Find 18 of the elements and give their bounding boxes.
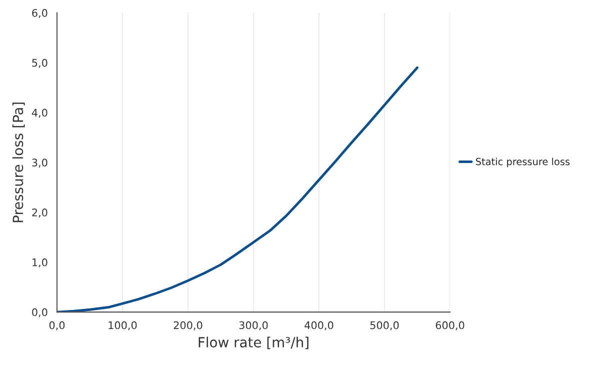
line-series <box>57 66 418 312</box>
y-tick-label: 4,0 <box>32 108 48 118</box>
y-tick-label: 0,0 <box>32 308 48 318</box>
x-tick-label: 200,0 <box>174 321 202 330</box>
x-axis-title: Flow rate [m³/h] <box>198 336 308 350</box>
x-tick-label: 100,0 <box>108 321 137 330</box>
x-tick-label: 400,0 <box>304 321 334 330</box>
x-tick-label: 0,0 <box>49 321 65 330</box>
y-tick-label: 3,0 <box>32 158 48 168</box>
y-tick-label: 6,0 <box>32 9 48 18</box>
x-tick-label: 600,0 <box>436 321 464 330</box>
x-tick-label: 500,0 <box>370 321 399 330</box>
y-tick-label: 2,0 <box>32 208 48 218</box>
legend-label: Static pressure loss <box>476 158 570 168</box>
y-tick-label: 1,0 <box>32 258 48 268</box>
y-axis-title: Pressure loss [Pa] <box>12 102 25 222</box>
y-tick-label: 5,0 <box>32 58 48 68</box>
x-tick-label: 300,0 <box>239 321 268 330</box>
